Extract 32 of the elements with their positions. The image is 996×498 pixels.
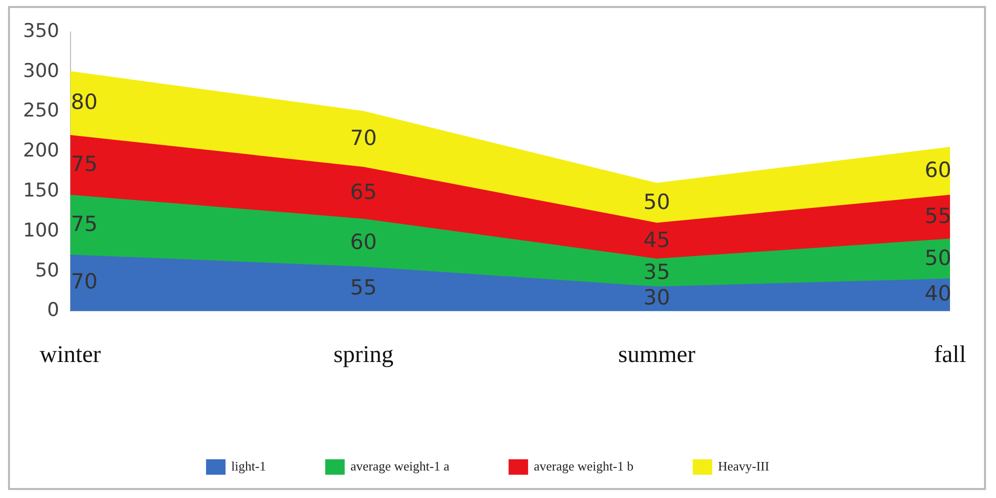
- y-tick-label: 200: [23, 140, 60, 162]
- legend-label: average weight-1 b: [534, 458, 634, 474]
- y-tick-label: 150: [23, 179, 60, 202]
- y-tick-label: 300: [23, 60, 60, 82]
- data-label: 30: [643, 286, 670, 310]
- data-label: 45: [643, 228, 670, 252]
- x-tick-label: winter: [40, 342, 101, 368]
- data-label: 50: [924, 246, 952, 270]
- data-label: 55: [350, 276, 377, 300]
- data-label: 65: [350, 180, 377, 204]
- data-label: 75: [70, 212, 98, 236]
- data-label: 80: [70, 90, 98, 114]
- data-label: 40: [924, 282, 952, 306]
- legend-label: Heavy-III: [718, 458, 770, 474]
- legend-label: light-1: [231, 458, 266, 474]
- data-label: 35: [643, 260, 670, 284]
- y-tick-label: 350: [23, 20, 60, 42]
- y-tick-label: 50: [35, 259, 60, 282]
- y-tick-label: 0: [47, 299, 60, 322]
- x-tick-label: spring: [334, 342, 394, 368]
- y-tick-label: 100: [23, 219, 60, 242]
- data-label: 50: [643, 190, 670, 214]
- data-label: 70: [70, 270, 98, 294]
- y-tick-label: 250: [23, 100, 60, 122]
- legend-label: average weight-1 a: [350, 458, 450, 474]
- data-label: 75: [70, 152, 98, 176]
- data-label: 55: [924, 204, 952, 228]
- x-tick-label: fall: [934, 342, 966, 368]
- data-label: 70: [350, 126, 377, 150]
- x-tick-label: summer: [618, 342, 696, 368]
- data-label: 60: [350, 230, 377, 254]
- data-label: 60: [924, 158, 952, 182]
